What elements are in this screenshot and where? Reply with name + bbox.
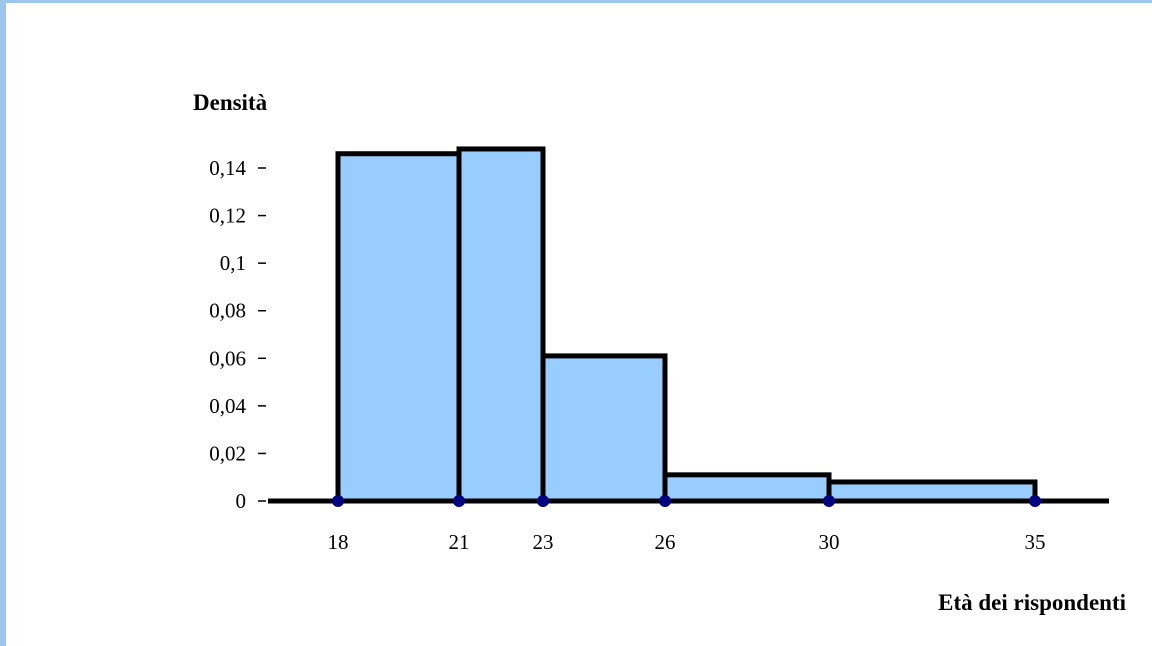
y-tick-label: 0,1 bbox=[220, 251, 246, 275]
x-tick-label: 23 bbox=[533, 530, 554, 554]
y-tick-label: 0,12 bbox=[209, 204, 246, 228]
bin-edge-marker bbox=[537, 495, 549, 507]
y-tick-label: 0,02 bbox=[209, 441, 246, 465]
y-tick-label: 0,04 bbox=[209, 394, 246, 418]
bin-edge-marker bbox=[453, 495, 465, 507]
bin-edge-marker bbox=[332, 495, 344, 507]
y-axis-title: Densità bbox=[193, 90, 268, 115]
bin-edge-marker bbox=[823, 495, 835, 507]
x-tick-label: 30 bbox=[819, 530, 840, 554]
bin-edge-marker bbox=[659, 495, 671, 507]
histogram-bar bbox=[662, 472, 832, 504]
histogram-bar bbox=[335, 151, 462, 504]
x-tick-label: 21 bbox=[449, 530, 470, 554]
x-tick-labels: 18 21 23 26 30 35 bbox=[328, 530, 1046, 554]
y-axis: 0 0,02 0,04 0,06 0,08 0,1 0,12 0,14 bbox=[209, 156, 266, 513]
bin-edge-markers bbox=[332, 495, 1041, 507]
x-tick-label: 18 bbox=[328, 530, 349, 554]
y-tick-label: 0 bbox=[236, 489, 247, 513]
histogram-bar bbox=[540, 353, 668, 504]
bin-edge-marker bbox=[1029, 495, 1041, 507]
y-tick-label: 0,08 bbox=[209, 299, 246, 323]
y-tick-label: 0,14 bbox=[209, 156, 246, 180]
x-tick-label: 26 bbox=[655, 530, 676, 554]
x-axis-title: Età dei rispondenti bbox=[938, 590, 1126, 615]
y-tick-label: 0,06 bbox=[209, 346, 246, 370]
histogram-bar bbox=[826, 479, 1038, 504]
x-tick-label: 35 bbox=[1025, 530, 1046, 554]
histogram-bar bbox=[456, 146, 546, 504]
bars bbox=[335, 146, 1038, 504]
